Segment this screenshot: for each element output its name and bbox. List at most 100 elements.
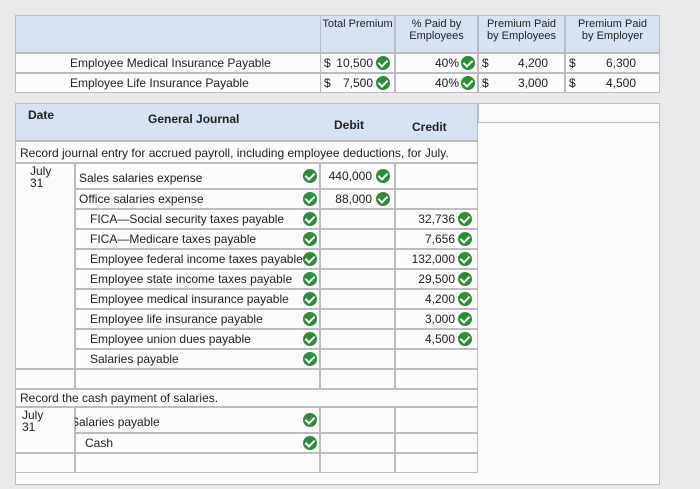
journal-cell bbox=[395, 189, 478, 209]
empty-cell bbox=[15, 369, 75, 389]
credit-amount: 32,736 bbox=[418, 212, 455, 226]
journal-header-right bbox=[478, 103, 660, 123]
check-icon bbox=[458, 312, 472, 326]
currency: $ bbox=[569, 76, 576, 90]
check-icon bbox=[458, 292, 472, 306]
journal-cell bbox=[395, 289, 478, 309]
instruction-row bbox=[15, 141, 478, 163]
empty-cell bbox=[320, 453, 395, 473]
journal-cell bbox=[75, 269, 320, 289]
check-icon bbox=[303, 212, 317, 226]
check-icon bbox=[458, 212, 472, 226]
journal-cell bbox=[75, 163, 320, 189]
credit-amount: 29,500 bbox=[418, 272, 455, 286]
summary-header-text: Total Premium bbox=[322, 18, 393, 30]
currency: $ bbox=[324, 56, 331, 70]
account-name: Salaries payable bbox=[90, 352, 179, 366]
employee-premium: 4,200 bbox=[517, 56, 548, 70]
journal-cell bbox=[320, 289, 395, 309]
check-icon bbox=[303, 312, 317, 326]
check-icon bbox=[303, 192, 317, 206]
debit-amount: 88,000 bbox=[335, 192, 372, 206]
journal-cell bbox=[75, 329, 320, 349]
check-icon bbox=[461, 76, 475, 90]
journal-cell bbox=[75, 249, 320, 269]
summary-header-cell bbox=[565, 15, 660, 53]
instruction: Record the cash payment of salaries. bbox=[20, 391, 219, 405]
account-name: Office salaries expense bbox=[79, 192, 204, 206]
employer-premium: 4,500 bbox=[605, 76, 636, 90]
journal-cell bbox=[395, 309, 478, 329]
currency: $ bbox=[324, 76, 331, 90]
account-name: Employee medical insurance payable bbox=[90, 292, 289, 306]
journal-cell bbox=[320, 329, 395, 349]
journal-cell bbox=[395, 433, 478, 453]
empty-cell bbox=[395, 453, 478, 473]
journal-cell bbox=[320, 309, 395, 329]
check-icon bbox=[458, 272, 472, 286]
debit-header: Debit bbox=[334, 118, 364, 132]
summary-cell bbox=[395, 73, 478, 93]
currency: $ bbox=[482, 76, 489, 90]
credit-amount: 4,200 bbox=[424, 292, 455, 306]
check-icon bbox=[376, 192, 390, 206]
journal-cell bbox=[75, 407, 320, 433]
credit-amount: 3,000 bbox=[424, 312, 455, 326]
journal-header-text: General Journal bbox=[148, 112, 240, 126]
summary-cell bbox=[395, 53, 478, 73]
total-premium: 7,500 bbox=[342, 76, 373, 90]
journal-cell bbox=[395, 349, 478, 369]
check-icon bbox=[303, 413, 317, 427]
summary-cell bbox=[565, 53, 660, 73]
percent-paid: 40% bbox=[434, 76, 459, 90]
credit-amount: 7,656 bbox=[424, 232, 455, 246]
summary-cell bbox=[320, 73, 395, 93]
journal-cell bbox=[320, 189, 395, 209]
check-icon bbox=[303, 292, 317, 306]
journal-header bbox=[15, 103, 478, 141]
summary-cell bbox=[565, 73, 660, 93]
account-name: Sales salaries expense bbox=[79, 171, 203, 185]
summary-header-text: Premium Paid by Employees bbox=[486, 18, 557, 42]
journal-cell bbox=[395, 407, 478, 433]
check-icon bbox=[376, 169, 390, 183]
account-name: FICA—Medicare taxes payable bbox=[90, 232, 257, 246]
employee-premium: 3,000 bbox=[517, 76, 548, 90]
summary-header-cell bbox=[320, 15, 395, 53]
check-icon bbox=[458, 232, 472, 246]
total-premium: 10,500 bbox=[336, 56, 373, 70]
account-name: Employee life insurance payable bbox=[90, 312, 263, 326]
credit-amount: 4,500 bbox=[424, 332, 455, 346]
check-icon bbox=[461, 56, 475, 70]
check-icon bbox=[376, 76, 390, 90]
credit-header: Credit bbox=[412, 120, 447, 134]
check-icon bbox=[458, 252, 472, 266]
check-icon bbox=[303, 272, 317, 286]
entry-date: July 31 bbox=[30, 164, 52, 190]
journal-cell bbox=[320, 269, 395, 289]
journal-cell bbox=[75, 189, 320, 209]
summary-cell bbox=[320, 53, 395, 73]
summary-header-text: % Paid by Employees bbox=[409, 18, 464, 42]
date-cell bbox=[15, 163, 75, 369]
journal-cell bbox=[320, 349, 395, 369]
empty-cell bbox=[395, 369, 478, 389]
journal-cell bbox=[320, 249, 395, 269]
account-name: FICA—Social security taxes payable bbox=[90, 212, 285, 226]
journal-cell bbox=[75, 349, 320, 369]
journal-cell bbox=[75, 433, 320, 453]
date-cell bbox=[15, 407, 75, 453]
account-name: Salaries payable bbox=[71, 415, 160, 429]
journal-cell bbox=[75, 309, 320, 329]
check-icon bbox=[303, 252, 317, 266]
journal-cell bbox=[395, 229, 478, 249]
currency: $ bbox=[569, 56, 576, 70]
journal-cell bbox=[395, 209, 478, 229]
empty-cell bbox=[75, 453, 320, 473]
journal-cell bbox=[320, 433, 395, 453]
journal-cell bbox=[75, 209, 320, 229]
summary-header-text: Premium Paid by Employer bbox=[577, 18, 648, 42]
journal-cell bbox=[320, 229, 395, 249]
check-icon bbox=[303, 332, 317, 346]
